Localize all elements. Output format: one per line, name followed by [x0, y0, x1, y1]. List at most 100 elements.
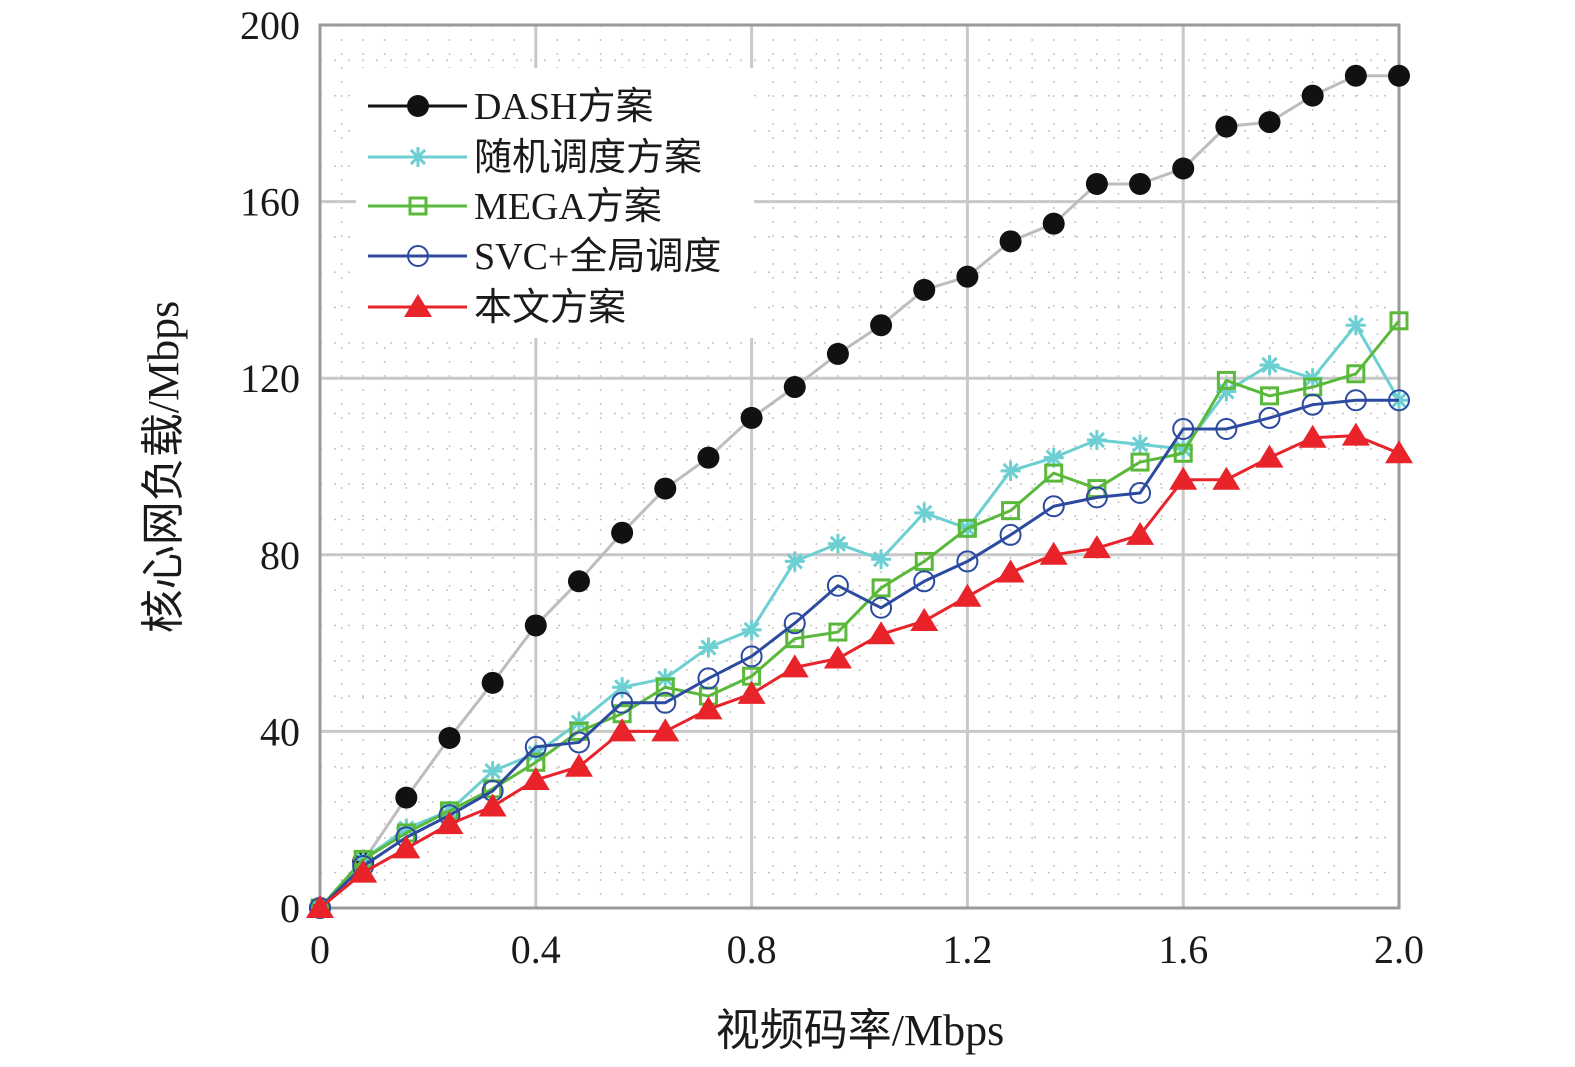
- marker-shape: [404, 294, 432, 317]
- marker-shape: [408, 196, 428, 216]
- marker-shape: [694, 696, 723, 720]
- data-point: [870, 596, 893, 619]
- data-point: [694, 696, 723, 720]
- data-point: [697, 667, 720, 690]
- marker-stroke: [1218, 383, 1235, 400]
- x-axis-title: 视频码率/Mbps: [716, 1006, 1004, 1055]
- marker-stroke: [916, 504, 933, 521]
- marker-shape: [569, 721, 589, 741]
- marker-shape: [1173, 443, 1193, 463]
- data-point: [651, 718, 680, 742]
- data-point: [1086, 430, 1107, 451]
- data-point: [913, 278, 936, 301]
- marker-shape: [478, 793, 507, 817]
- legend-item-1: 随机调度方案: [368, 137, 702, 179]
- y-tick-label: 40: [260, 709, 300, 754]
- legend-marker: [408, 196, 428, 216]
- marker-stroke: [1131, 436, 1149, 453]
- marker-shape: [1260, 386, 1280, 406]
- data-point: [913, 570, 936, 593]
- data-point: [999, 523, 1022, 546]
- marker-shape: [567, 570, 590, 593]
- marker-shape: [826, 574, 849, 597]
- marker-stroke: [829, 535, 847, 552]
- marker-stroke: [613, 679, 631, 696]
- marker-shape: [395, 786, 418, 809]
- data-point: [564, 753, 593, 777]
- legend-label: DASH方案: [474, 86, 653, 128]
- marker-shape: [1301, 393, 1324, 416]
- data-point: [1039, 541, 1068, 565]
- data-point: [1385, 440, 1413, 464]
- data-point: [1344, 389, 1367, 412]
- x-tick-label: 0.8: [727, 927, 777, 972]
- marker-shape: [1082, 535, 1111, 559]
- data-point: [1298, 424, 1327, 448]
- series-1: [310, 315, 1409, 918]
- marker-shape: [1129, 172, 1152, 195]
- marker-shape: [567, 731, 590, 754]
- data-point: [654, 691, 677, 714]
- data-point: [737, 680, 766, 704]
- data-point: [741, 619, 762, 640]
- x-tick-label: 1.6: [1158, 927, 1208, 972]
- marker-shape: [697, 667, 720, 690]
- marker-shape: [1389, 311, 1409, 331]
- data-point: [1258, 406, 1281, 429]
- x-tick-labels: 0 0.4 0.8 1.2 1.6 2.0: [310, 927, 1424, 972]
- data-point: [524, 735, 547, 758]
- marker-shape: [913, 278, 936, 301]
- marker-shape: [1258, 406, 1281, 429]
- data-point: [1301, 393, 1324, 416]
- marker-shape: [870, 314, 893, 337]
- data-point: [740, 406, 763, 429]
- data-point: [1388, 389, 1410, 412]
- marker-shape: [655, 677, 675, 697]
- marker-stroke: [786, 553, 803, 570]
- data-point: [1216, 370, 1236, 390]
- marker-shape: [651, 718, 680, 742]
- data-point: [395, 786, 418, 809]
- data-point: [1169, 466, 1198, 490]
- data-point: [697, 446, 720, 469]
- data-point: [438, 727, 461, 750]
- y-tick-labels: 0 40 80 120 160 200: [240, 3, 300, 931]
- marker-shape: [1172, 157, 1195, 180]
- marker-shape: [1085, 172, 1108, 195]
- data-point: [1301, 84, 1324, 107]
- marker-shape: [1298, 424, 1327, 448]
- data-point: [524, 614, 547, 637]
- marker-shape: [1130, 452, 1150, 472]
- data-point: [1173, 443, 1193, 463]
- marker-shape: [1344, 64, 1367, 87]
- data-point: [1259, 354, 1280, 375]
- marker-shape: [392, 835, 421, 859]
- data-point: [1345, 315, 1366, 336]
- data-point: [481, 671, 504, 694]
- marker-shape: [996, 559, 1025, 583]
- data-point: [1215, 417, 1238, 440]
- data-point: [826, 342, 849, 365]
- series-line: [318, 398, 1399, 910]
- legend-label: SVC+全局调度: [474, 236, 721, 278]
- data-point: [1172, 157, 1195, 180]
- x-tick-label: 2.0: [1374, 927, 1424, 972]
- data-point: [1129, 481, 1152, 504]
- x-tick-label: 0: [310, 927, 330, 972]
- marker-shape: [953, 583, 982, 607]
- marker-shape: [611, 691, 634, 714]
- marker-shape: [956, 550, 979, 573]
- data-point: [1260, 386, 1280, 406]
- y-tick-label: 80: [260, 533, 300, 578]
- marker-shape: [1039, 541, 1068, 565]
- marker-shape: [1042, 212, 1065, 235]
- marker-shape: [737, 680, 766, 704]
- data-point: [956, 265, 979, 288]
- marker-shape: [1169, 466, 1198, 490]
- data-point: [1389, 311, 1409, 331]
- data-point: [569, 721, 589, 741]
- marker-shape: [910, 608, 939, 632]
- marker-shape: [1212, 466, 1241, 490]
- data-point: [957, 518, 977, 538]
